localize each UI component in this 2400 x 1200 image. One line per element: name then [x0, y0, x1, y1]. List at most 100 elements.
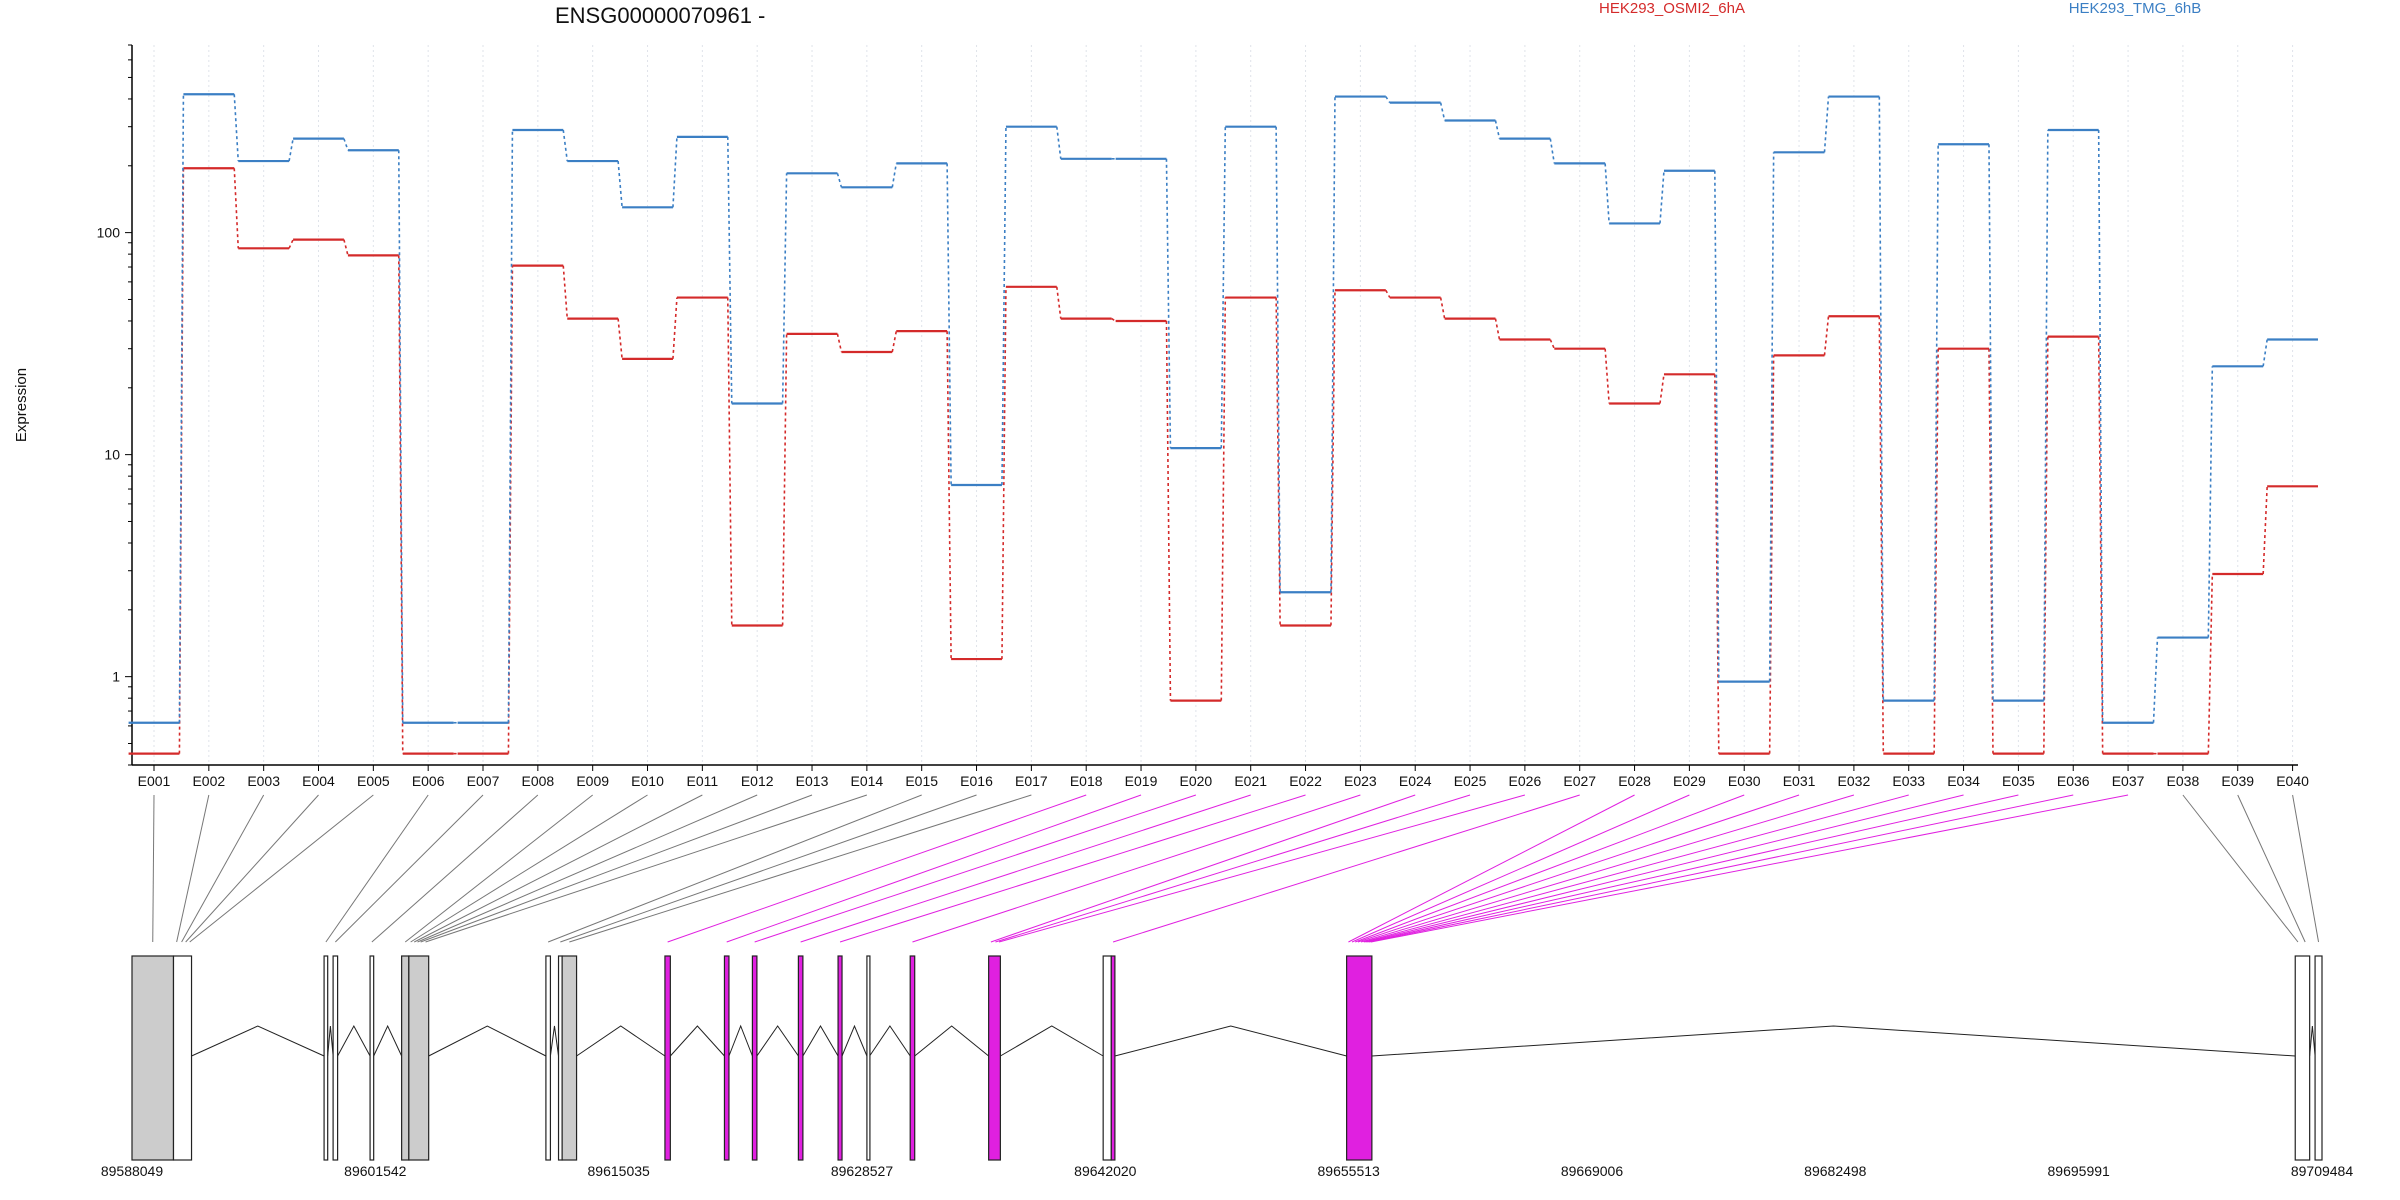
exon-block — [545, 955, 552, 1161]
exon-block-highlighted — [751, 955, 758, 1161]
exon-block-highlighted — [988, 955, 1001, 1161]
series-a-connector — [1165, 320, 1172, 701]
series-b-connector — [672, 136, 678, 208]
exon-block — [1102, 955, 1112, 1161]
series-b-connector — [726, 136, 733, 404]
series-a-connector — [1439, 297, 1446, 319]
x-tick-label-e031: E031 — [1783, 773, 1816, 789]
x-tick-label-e029: E029 — [1673, 773, 1706, 789]
x-tick-label-e030: E030 — [1728, 773, 1761, 789]
series-b-connector — [1659, 170, 1665, 224]
exon-block-highlighted — [837, 955, 843, 1161]
x-tick-label-e021: E021 — [1234, 773, 1267, 789]
connector-e020 — [754, 794, 1197, 943]
exon-block — [866, 955, 871, 1161]
x-tick-label-e012: E012 — [741, 773, 774, 789]
series-layer — [128, 93, 2318, 755]
intron-line — [802, 1025, 839, 1057]
exon-block — [561, 955, 578, 1161]
series-b-connector — [1549, 138, 1556, 164]
series-b-connector — [2043, 129, 2049, 701]
x-tick-label-e009: E009 — [576, 773, 609, 789]
connector-e006 — [325, 794, 429, 943]
coordinate-tick-label: 89655513 — [1318, 1163, 1381, 1179]
x-tick-label-e006: E006 — [412, 773, 445, 789]
series-a-connector — [1275, 297, 1281, 626]
intron-line — [869, 1025, 911, 1057]
connector-e015 — [547, 794, 922, 943]
series-b-connector — [2097, 129, 2104, 723]
exon-block-highlighted — [723, 955, 730, 1161]
exon-block-highlighted — [664, 955, 671, 1161]
x-tick-label-e008: E008 — [521, 773, 554, 789]
series-a-connector — [1220, 297, 1227, 701]
connector-e029 — [1351, 794, 1690, 943]
connector-e022 — [839, 794, 1306, 943]
x-tick-label-e022: E022 — [1289, 773, 1322, 789]
intron-line — [2309, 1025, 2316, 1057]
connector-e037 — [1370, 794, 2129, 943]
intron-line — [756, 1025, 799, 1057]
connector-e010 — [410, 794, 648, 943]
exon-block-highlighted — [1110, 955, 1116, 1161]
series-a-connector — [1494, 318, 1501, 340]
exon-block — [131, 955, 175, 1161]
series-a-connector — [1768, 355, 1775, 754]
x-tick-label-e040: E040 — [2276, 773, 2309, 789]
series-a-connector — [1549, 339, 1556, 350]
series-b-connector — [1714, 170, 1720, 682]
series-b-connector — [1988, 144, 1994, 701]
legend-entry-series-b: HEK293_TMG_6hB — [2069, 0, 2202, 17]
series-b-connector — [617, 161, 623, 208]
x-tick-label-e004: E004 — [302, 773, 335, 789]
connector-e040 — [2292, 794, 2320, 943]
coordinate-tick-label: 89615035 — [588, 1163, 651, 1179]
series-b-connector — [1385, 96, 1391, 104]
y-tick-label: 1 — [112, 669, 120, 685]
series-b-connector — [1933, 144, 1939, 701]
connector-e021 — [800, 794, 1251, 943]
connector-e017 — [569, 794, 1032, 943]
x-tick-label-e018: E018 — [1070, 773, 1103, 789]
series-a-connector — [1111, 317, 1117, 322]
x-tick-label-e037: E037 — [2112, 773, 2145, 789]
connector-e003 — [181, 794, 265, 943]
series-a-connector — [397, 255, 404, 754]
x-tick-label-e027: E027 — [1563, 773, 1596, 789]
connector-e018 — [667, 794, 1087, 943]
series-b-connector — [233, 94, 240, 162]
intron-line — [1114, 1025, 1347, 1057]
series-a-connector — [1055, 286, 1062, 319]
intron-line — [327, 1025, 334, 1057]
connector-e012 — [417, 794, 758, 943]
x-tick-label-e034: E034 — [1947, 773, 1980, 789]
connector-e014 — [425, 794, 868, 943]
connector-e013 — [420, 794, 813, 943]
y-tick-label: 10 — [104, 447, 120, 463]
series-a-connector — [891, 330, 898, 353]
series-a-connector — [781, 333, 788, 626]
series-b-connector — [1768, 152, 1775, 682]
intron-line — [373, 1024, 403, 1057]
x-tick-label-e007: E007 — [467, 773, 500, 789]
series-a-connector — [1385, 289, 1391, 298]
exon-block-highlighted — [909, 955, 916, 1161]
x-tick-label-e039: E039 — [2221, 773, 2254, 789]
series-b-connector — [343, 138, 349, 151]
intron-line — [1371, 1025, 2296, 1057]
x-tick-label-e033: E033 — [1892, 773, 1925, 789]
coordinate-tick-label: 89695991 — [2048, 1163, 2111, 1179]
x-tick-label-e023: E023 — [1344, 773, 1377, 789]
series-a-connector — [946, 331, 952, 660]
connector-e001 — [152, 794, 155, 943]
y-axis-label: Expression — [13, 368, 30, 442]
connector-e035 — [1367, 794, 2019, 943]
x-tick-label-e038: E038 — [2167, 773, 2200, 789]
x-tick-label-e002: E002 — [192, 773, 225, 789]
series-b-connector — [836, 173, 843, 188]
legend-entry-series-a: HEK293_OSMI2_6hA — [1599, 0, 1745, 17]
series-b-connector — [1439, 102, 1446, 121]
series-b-connector — [1604, 163, 1610, 224]
connector-e016 — [560, 794, 977, 943]
